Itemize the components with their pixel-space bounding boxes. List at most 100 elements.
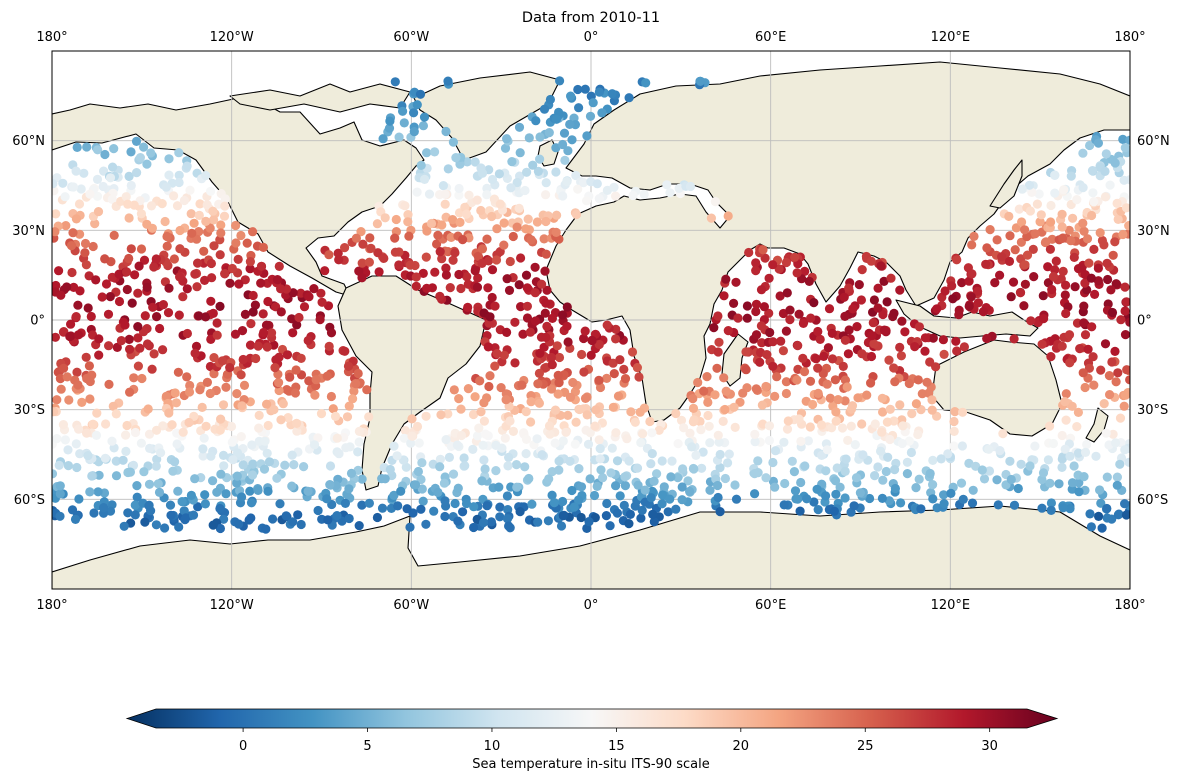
observation-point [82, 142, 92, 152]
observation-point [132, 168, 142, 178]
observation-point [508, 426, 518, 436]
observation-point [232, 471, 242, 481]
observation-point [469, 522, 479, 533]
observation-point [533, 166, 544, 176]
observation-point [898, 421, 908, 431]
observation-point [268, 514, 278, 524]
observation-point [430, 147, 440, 157]
observation-point [1089, 197, 1099, 207]
observation-point [409, 108, 419, 118]
observation-point [221, 382, 231, 392]
observation-point [193, 502, 203, 512]
observation-point [1072, 422, 1082, 432]
observation-point [535, 154, 545, 164]
landmass-madagascar [721, 333, 749, 387]
observation-point [237, 401, 247, 411]
observation-point [607, 89, 617, 99]
observation-point [320, 266, 330, 276]
observation-point [883, 452, 893, 462]
observation-point [468, 409, 479, 420]
observation-point [531, 116, 541, 126]
observation-point [200, 490, 210, 500]
observation-point [407, 431, 417, 441]
observation-point [565, 392, 576, 402]
observation-point [782, 288, 792, 298]
observation-point [93, 207, 104, 217]
observation-point [723, 458, 733, 468]
observation-point [848, 304, 858, 314]
observation-point [185, 185, 195, 195]
observation-point [432, 239, 442, 249]
observation-point [396, 486, 406, 496]
observation-point [121, 446, 131, 456]
observation-point [744, 247, 754, 258]
observation-point [928, 333, 938, 343]
observation-point [774, 264, 784, 274]
observation-point [133, 288, 143, 298]
observation-point [583, 439, 594, 449]
observation-point [541, 332, 551, 342]
observation-point [487, 265, 498, 275]
observation-point [248, 290, 258, 301]
observation-point [111, 456, 121, 466]
observation-point [731, 277, 741, 287]
observation-point [516, 253, 526, 263]
observation-point [1082, 234, 1093, 244]
observation-point [821, 491, 831, 501]
observation-point [454, 190, 464, 200]
observation-point [144, 429, 155, 439]
observation-point [580, 393, 591, 403]
observation-point [405, 260, 415, 270]
observation-point [264, 457, 275, 467]
observation-point [325, 480, 335, 490]
observation-point [757, 400, 768, 410]
observation-point [659, 482, 669, 492]
observation-point [958, 494, 968, 504]
observation-point [967, 269, 977, 279]
observation-point [412, 421, 423, 432]
observation-point [730, 480, 740, 490]
observation-point [133, 333, 143, 343]
observation-point [1066, 236, 1076, 246]
colorbar-ticks: 0 5 10 15 20 25 30 [239, 728, 998, 754]
observation-point [1059, 185, 1069, 195]
observation-point [438, 181, 448, 191]
observation-point [253, 341, 263, 351]
observation-point [822, 445, 832, 455]
observation-point [125, 387, 135, 397]
observation-point [68, 182, 79, 192]
observation-point [220, 269, 230, 279]
observation-point [649, 517, 659, 527]
observation-point [483, 342, 493, 352]
observation-point [1025, 461, 1035, 471]
observation-point [76, 184, 86, 194]
observation-point [404, 231, 414, 241]
observation-point [291, 365, 301, 375]
observation-point [190, 269, 200, 279]
lat-tick-label-left: 0° [30, 314, 45, 329]
observation-point [389, 490, 399, 500]
observation-point [559, 128, 570, 138]
observation-point [878, 309, 888, 320]
observation-point [1038, 291, 1048, 301]
observation-point [1078, 368, 1088, 378]
observation-point [768, 361, 778, 371]
observation-point [399, 433, 409, 443]
observation-point [153, 479, 163, 489]
observation-point [785, 315, 795, 325]
observation-point [1112, 472, 1122, 482]
observation-point [928, 494, 938, 504]
observation-point [73, 300, 83, 310]
observation-point [151, 461, 161, 471]
observation-point [781, 257, 792, 268]
observation-point [757, 338, 767, 348]
observation-point [59, 363, 69, 373]
observation-point [212, 330, 222, 340]
observation-point [251, 353, 261, 364]
observation-point [439, 478, 449, 488]
observation-point [516, 302, 526, 312]
observation-point [595, 444, 605, 454]
observation-point [458, 235, 468, 245]
observation-point [304, 376, 314, 386]
observation-point [232, 478, 242, 488]
